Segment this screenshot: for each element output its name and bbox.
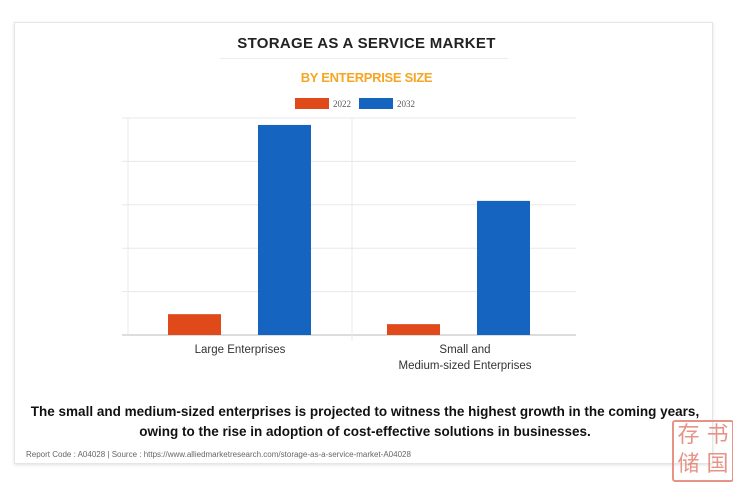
chart-card [14,22,713,464]
bar-2022-0 [168,314,221,335]
title-divider [220,58,508,59]
chart-subtitle: BY ENTERPRISE SIZE [300,70,433,85]
bar-2022-1 [387,324,440,335]
chart-note: The small and medium-sized enterprises i… [30,404,700,439]
bar-2032-1 [477,200,530,335]
stamp-logo: 存书储国 [672,420,733,482]
x-tick-label-large: Large Enterprises [194,344,286,356]
legend: 2022 2032 [295,98,415,109]
legend-label-2022: 2022 [333,98,351,109]
legend-swatch-2032 [359,98,393,109]
source-text: Report Code : A04028 | Source : https://… [26,450,411,459]
x-tick-label-sme: Small and Medium-sized Enterprises [398,344,532,372]
chart-title: STORAGE AS A SERVICE MARKET [237,35,496,52]
legend-label-2032: 2032 [397,98,415,109]
bar-2032-0 [258,124,311,335]
legend-swatch-2022 [295,98,329,109]
